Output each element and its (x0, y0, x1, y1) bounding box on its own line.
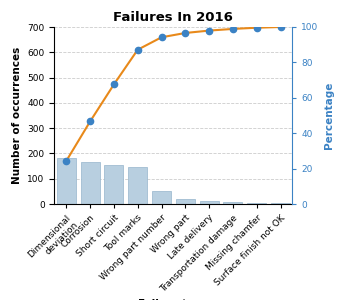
X-axis label: Failure type: Failure type (138, 299, 209, 300)
Bar (128, 167, 147, 204)
Y-axis label: Percentage: Percentage (324, 82, 334, 149)
Bar (247, 203, 266, 204)
Bar (81, 162, 100, 204)
Y-axis label: Number of occurrences: Number of occurrences (12, 47, 22, 184)
Bar (223, 202, 242, 204)
Bar (104, 165, 123, 204)
Title: Failures In 2016: Failures In 2016 (114, 11, 233, 24)
Bar (57, 158, 76, 204)
Bar (271, 203, 290, 204)
Bar (200, 202, 219, 204)
Bar (176, 200, 195, 204)
Bar (152, 191, 171, 204)
